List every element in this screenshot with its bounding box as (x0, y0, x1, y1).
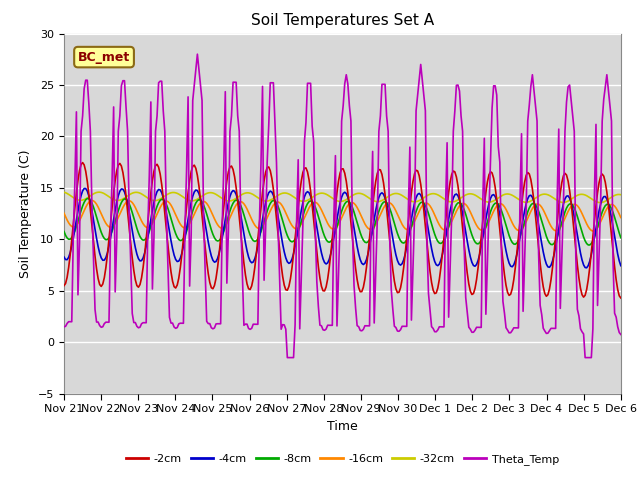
Title: Soil Temperatures Set A: Soil Temperatures Set A (251, 13, 434, 28)
Text: BC_met: BC_met (78, 50, 130, 63)
Y-axis label: Soil Temperature (C): Soil Temperature (C) (19, 149, 33, 278)
X-axis label: Time: Time (327, 420, 358, 432)
Legend: -2cm, -4cm, -8cm, -16cm, -32cm, Theta_Temp: -2cm, -4cm, -8cm, -16cm, -32cm, Theta_Te… (122, 450, 563, 469)
